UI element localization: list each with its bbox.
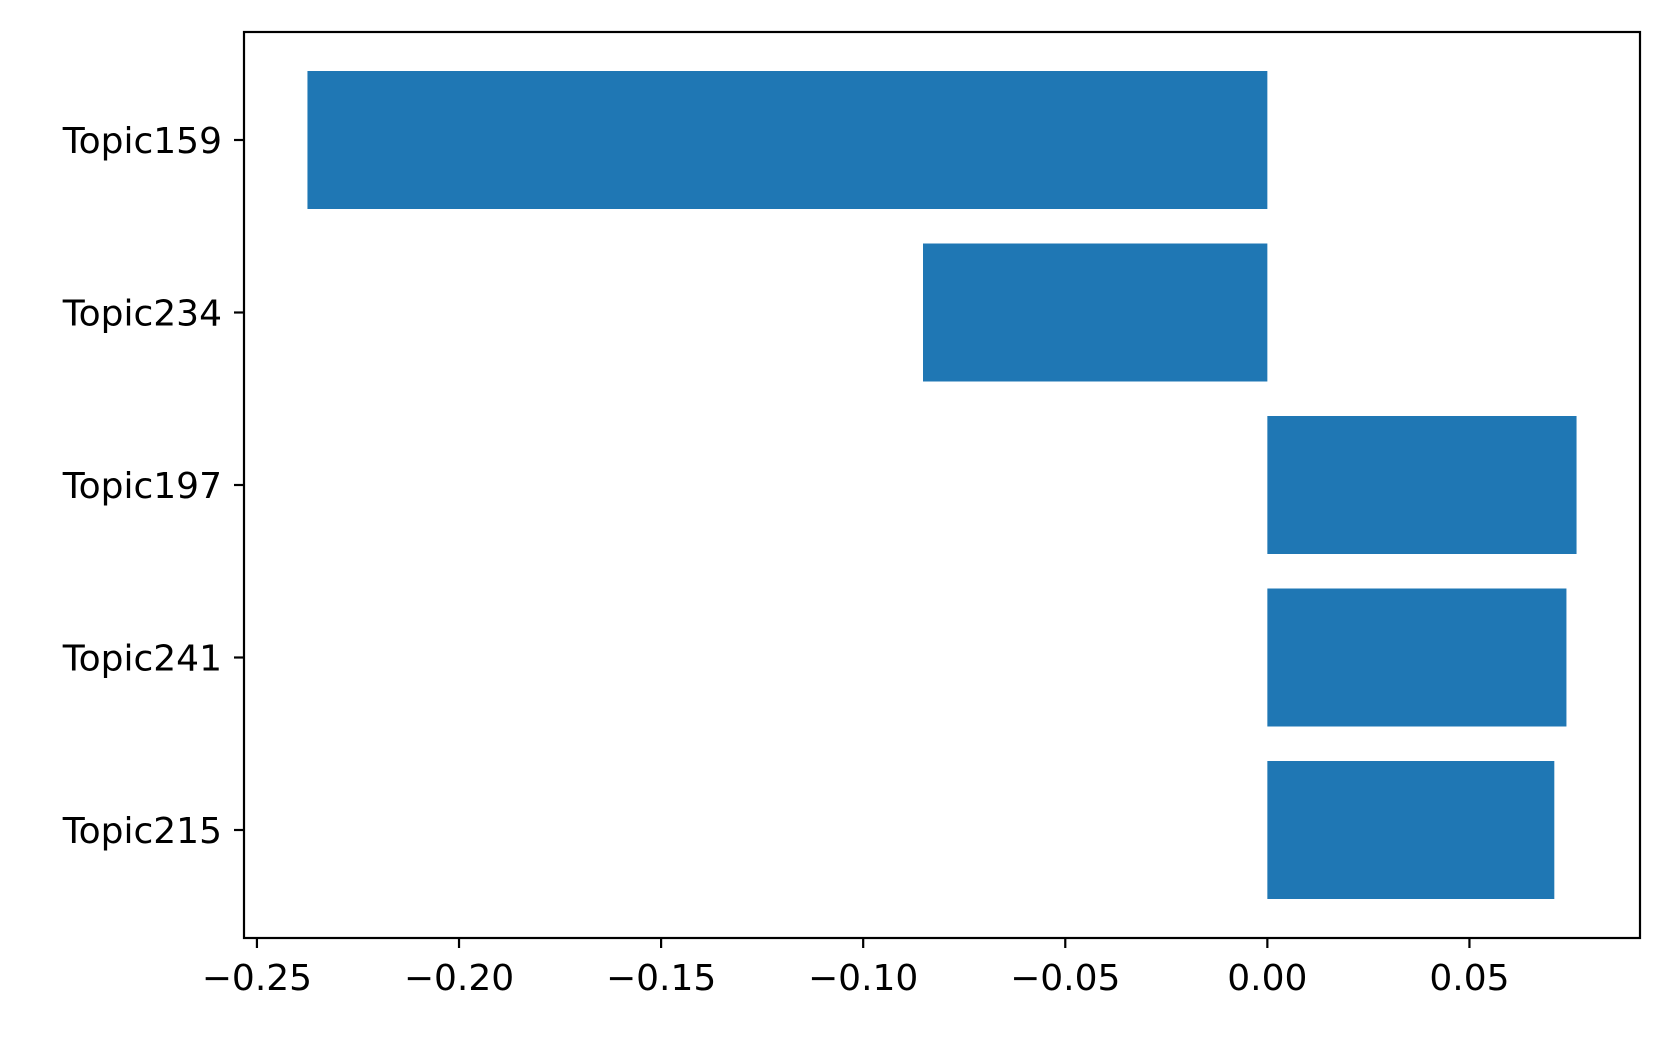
x-tick-label: −0.25 (202, 958, 312, 999)
bar-topic159 (307, 71, 1268, 209)
y-tick-label: Topic159 (62, 121, 222, 162)
x-tick-label: 0.00 (1227, 958, 1307, 999)
plot-frame (242, 30, 1642, 940)
y-tick-label: Topic197 (62, 466, 222, 507)
bar-topic241 (1267, 588, 1567, 727)
x-tick-label: −0.15 (606, 958, 716, 999)
x-tick-label: −0.20 (404, 958, 514, 999)
y-axis: Topic159 Topic234 Topic197 Topic241 Topic215 (62, 121, 244, 852)
bar-topic215 (1267, 761, 1555, 899)
bars-group (307, 71, 1577, 899)
bar-topic234 (923, 243, 1268, 382)
y-tick-label: Topic215 (62, 811, 222, 852)
x-tick-label: −0.10 (808, 958, 918, 999)
x-tick-label: 0.05 (1429, 958, 1509, 999)
x-tick-label: −0.05 (1010, 958, 1120, 999)
y-tick-label: Topic241 (62, 639, 222, 680)
x-axis: −0.25 −0.20 −0.15 −0.10 −0.05 0.00 0.05 (202, 938, 1510, 999)
y-tick-label: Topic234 (62, 294, 222, 335)
bar-topic197 (1267, 416, 1577, 554)
